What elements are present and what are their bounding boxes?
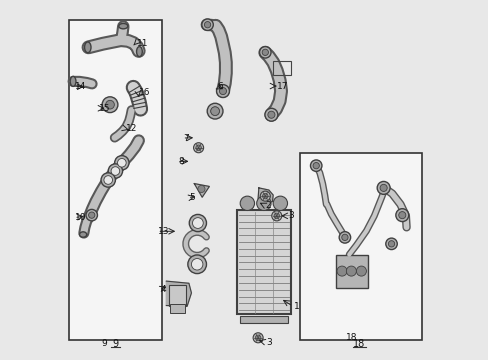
Circle shape [256, 196, 270, 211]
Text: 11: 11 [137, 39, 148, 48]
Text: 7: 7 [183, 134, 189, 143]
Bar [236, 211, 290, 315]
Ellipse shape [376, 181, 389, 194]
Bar [240, 316, 287, 323]
Ellipse shape [395, 209, 408, 222]
Circle shape [189, 215, 206, 231]
Text: 18: 18 [352, 339, 365, 349]
Text: 3: 3 [287, 211, 293, 220]
Ellipse shape [341, 234, 347, 240]
Text: 1: 1 [293, 302, 299, 311]
Bar [169, 285, 186, 306]
Ellipse shape [262, 49, 268, 55]
Circle shape [271, 211, 281, 221]
Bar [273, 61, 290, 75]
Text: 2: 2 [265, 201, 270, 210]
Polygon shape [166, 281, 191, 306]
Text: 5: 5 [188, 193, 194, 202]
Ellipse shape [70, 76, 76, 86]
Ellipse shape [267, 111, 274, 118]
Circle shape [336, 266, 346, 276]
Ellipse shape [264, 108, 277, 121]
Text: 18: 18 [345, 333, 356, 342]
Circle shape [198, 185, 204, 193]
Circle shape [356, 266, 366, 276]
Ellipse shape [119, 23, 127, 29]
Circle shape [262, 193, 267, 199]
Circle shape [210, 107, 219, 116]
Circle shape [108, 164, 122, 178]
Ellipse shape [312, 162, 319, 169]
Circle shape [115, 156, 129, 170]
Text: 14: 14 [75, 82, 86, 91]
Circle shape [117, 158, 126, 167]
Circle shape [253, 333, 263, 343]
Text: 17: 17 [276, 82, 288, 91]
Bar [335, 255, 367, 288]
Circle shape [346, 266, 356, 276]
Circle shape [240, 196, 254, 211]
Text: 13: 13 [158, 227, 170, 236]
Ellipse shape [385, 238, 396, 249]
Text: 10: 10 [75, 213, 86, 222]
Ellipse shape [259, 46, 270, 58]
Ellipse shape [202, 19, 213, 31]
Ellipse shape [80, 232, 86, 237]
Ellipse shape [310, 160, 321, 171]
Circle shape [111, 167, 120, 175]
Text: 8: 8 [178, 157, 183, 166]
Text: 16: 16 [139, 87, 150, 96]
Ellipse shape [86, 210, 97, 221]
Ellipse shape [84, 42, 91, 53]
Text: 12: 12 [126, 124, 137, 133]
Bar [170, 305, 184, 314]
Circle shape [255, 335, 261, 341]
Text: 15: 15 [99, 104, 111, 113]
Circle shape [260, 191, 270, 201]
Circle shape [195, 145, 201, 150]
Ellipse shape [204, 22, 210, 28]
Ellipse shape [102, 97, 118, 113]
Bar [300, 153, 421, 339]
Ellipse shape [219, 87, 226, 95]
Circle shape [273, 213, 279, 219]
Ellipse shape [207, 103, 223, 119]
Text: 9: 9 [101, 339, 106, 348]
Text: 6: 6 [217, 82, 223, 91]
Circle shape [187, 255, 206, 274]
Ellipse shape [210, 107, 219, 116]
Ellipse shape [339, 231, 350, 243]
Ellipse shape [216, 85, 229, 98]
Ellipse shape [261, 49, 267, 54]
Circle shape [192, 218, 203, 228]
Bar [69, 21, 162, 339]
Text: 4: 4 [160, 285, 165, 294]
Circle shape [104, 176, 112, 184]
Polygon shape [258, 188, 273, 203]
Ellipse shape [398, 212, 405, 219]
Circle shape [101, 173, 115, 187]
Circle shape [191, 258, 203, 270]
Ellipse shape [203, 20, 208, 30]
Ellipse shape [105, 100, 114, 109]
Text: 3: 3 [265, 338, 271, 347]
Circle shape [273, 196, 287, 211]
Ellipse shape [136, 46, 142, 57]
Ellipse shape [88, 212, 95, 218]
Ellipse shape [387, 241, 394, 247]
Text: 9: 9 [112, 339, 119, 349]
Circle shape [193, 143, 203, 153]
Ellipse shape [379, 184, 386, 192]
Polygon shape [194, 184, 209, 197]
